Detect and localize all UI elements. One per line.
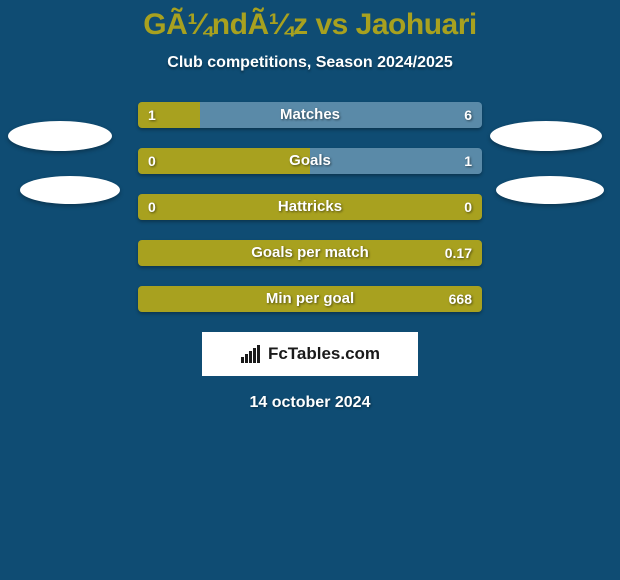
stat-row: 0.17Goals per match (138, 240, 482, 266)
player-badge-placeholder (496, 176, 604, 204)
row-label: Goals (138, 148, 482, 174)
stat-row: 668Min per goal (138, 286, 482, 312)
stat-rows: 16Matches 01Goals 00Hattricks 0.17Goals per… (138, 102, 482, 312)
stat-row: 16Matches (138, 102, 482, 128)
row-label: Goals per match (138, 240, 482, 266)
bars-icon (240, 344, 262, 364)
page-subtitle: Club competitions, Season 2024/2025 (0, 54, 620, 72)
player-badge-placeholder (490, 121, 602, 151)
brand-box: FcTables.com (202, 332, 418, 376)
brand-text: FcTables.com (268, 344, 380, 364)
stat-row: 01Goals (138, 148, 482, 174)
footer-date: 14 october 2024 (0, 394, 620, 412)
row-label: Hattricks (138, 194, 482, 220)
stat-row: 00Hattricks (138, 194, 482, 220)
player-badge-placeholder (8, 121, 112, 151)
row-label: Matches (138, 102, 482, 128)
row-label: Min per goal (138, 286, 482, 312)
page-title: GÃ¼ndÃ¼z vs Jaohuari (0, 0, 620, 42)
player-badge-placeholder (20, 176, 120, 204)
comparison-infographic: GÃ¼ndÃ¼z vs Jaohuari Club competitions, … (0, 0, 620, 580)
